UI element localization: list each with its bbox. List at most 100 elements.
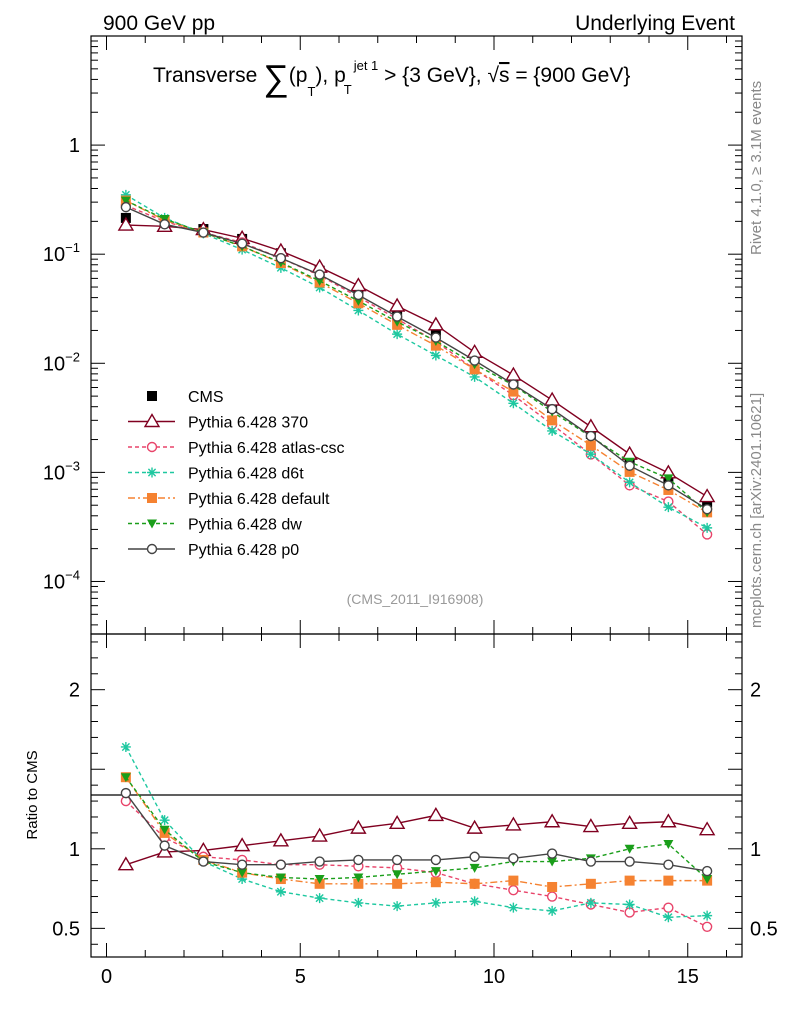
point-pythia-6-428-p0 <box>391 311 403 322</box>
legend-label-pythia-6-428-atlas-csc: Pythia 6.428 atlas-csc <box>188 440 345 457</box>
ratio-y-label: Ratio to CMS <box>24 750 41 839</box>
ratio-point-pythia-6-428-dw <box>469 863 480 873</box>
legend-marker-cms <box>147 391 157 401</box>
ratio-point-pythia-6-428-d6t <box>159 815 170 826</box>
legend-label-pythia-6-428-default: Pythia 6.428 default <box>188 491 330 508</box>
point-pythia-6-428-p0 <box>236 238 248 249</box>
ratio-point-pythia-6-428-atlas-csc <box>701 921 713 932</box>
legend-marker-pythia-6-428-370 <box>143 413 161 428</box>
ratio-point-pythia-6-428-d6t <box>275 886 286 897</box>
ratio-point-pythia-6-428-atlas-csc <box>508 884 519 896</box>
ratio-point-pythia-6-428-p0 <box>469 851 480 862</box>
series-line-pythia-6-428-dw <box>125 199 708 513</box>
ratio-point-pythia-6-428-p0 <box>314 856 325 867</box>
point-pythia-6-428-d6t <box>547 425 558 436</box>
ratio-point-pythia-6-428-dw <box>392 870 403 880</box>
point-pythia-6-428-d6t <box>353 305 364 316</box>
ratio-y-tick-label: 1 <box>69 839 80 861</box>
main-axis-ticks: 1 10−1 10−2 10−3 10−4 <box>43 35 742 626</box>
ratio-point-pythia-6-428-d6t <box>314 893 325 904</box>
main-y-tick-label: 10−1 <box>43 240 80 266</box>
ratio-y-tick-label: 2 <box>69 680 80 702</box>
ratio-point-pythia-6-428-dw <box>663 840 674 850</box>
ratio-point-pythia-6-428-p0 <box>585 856 597 867</box>
ratio-point-pythia-6-428-default <box>547 881 558 892</box>
point-pythia-6-428-370 <box>427 316 445 331</box>
point-pythia-6-428-d6t <box>624 477 635 488</box>
ratio-point-pythia-6-428-dw <box>159 825 170 835</box>
main-y-tick-label: 10−2 <box>43 349 80 375</box>
ratio-point-pythia-6-428-370 <box>621 814 638 830</box>
point-pythia-6-428-370 <box>582 418 600 433</box>
ratio-point-pythia-6-428-370 <box>505 816 522 831</box>
point-pythia-6-428-default <box>624 466 635 477</box>
ratio-point-pythia-6-428-p0 <box>353 854 364 866</box>
point-pythia-6-428-370 <box>350 277 367 292</box>
ratio-point-pythia-6-428-p0 <box>430 854 442 866</box>
point-pythia-6-428-d6t <box>508 398 519 409</box>
series-line-pythia-6-428-d6t <box>125 194 708 529</box>
ratio-point-pythia-6-428-default <box>508 875 519 886</box>
point-pythia-6-428-d6t <box>702 522 713 533</box>
main-y-tick-label: 10−4 <box>43 567 80 593</box>
point-pythia-6-428-d6t <box>430 350 441 361</box>
ratio-point-pythia-6-428-default <box>585 878 596 889</box>
ratio-point-pythia-6-428-p0 <box>120 787 132 799</box>
x-tick-label: 10 <box>483 966 505 988</box>
ratio-point-pythia-6-428-dw <box>624 844 635 854</box>
ratio-y-tick-label-right: 2 <box>750 680 761 702</box>
point-pythia-6-428-p0 <box>314 269 325 280</box>
point-pythia-6-428-p0 <box>353 289 364 301</box>
point-pythia-6-428-default <box>508 386 519 397</box>
ratio-point-pythia-6-428-d6t <box>663 912 674 923</box>
ratio-point-pythia-6-428-dw <box>702 875 713 885</box>
ratio-point-pythia-6-428-p0 <box>391 854 403 866</box>
header-right: Underlying Event <box>575 12 735 35</box>
rivet-label: Rivet 4.1.0, ≥ 3.1M events <box>748 81 765 255</box>
point-pythia-6-428-dw <box>663 474 674 484</box>
ratio-point-pythia-6-428-p0 <box>624 856 635 867</box>
ratio-point-pythia-6-428-d6t <box>624 899 635 910</box>
ratio-point-pythia-6-428-370 <box>350 819 367 834</box>
point-pythia-6-428-p0 <box>624 460 635 471</box>
ratio-point-pythia-6-428-370 <box>660 813 677 828</box>
x-tick-label: 5 <box>295 966 306 988</box>
series-line-pythia-6-428-atlas-csc <box>125 204 708 535</box>
ratio-point-pythia-6-428-dw <box>353 873 364 883</box>
legend-label-pythia-6-428-dw: Pythia 6.428 dw <box>188 517 302 534</box>
ratio-y-tick-label-right: 0.5 <box>750 918 778 940</box>
point-pythia-6-428-p0 <box>585 430 597 442</box>
legend-marker-pythia-6-428-default <box>147 493 157 503</box>
series-line-pythia-6-428-370 <box>125 224 708 498</box>
analysis-id: (CMS_2011_I916908) <box>347 591 484 607</box>
ratio-point-pythia-6-428-370 <box>698 821 716 836</box>
ratio-line-pythia-6-428-d6t <box>125 746 708 918</box>
ratio-point-pythia-6-428-370 <box>388 814 406 830</box>
ratio-point-pythia-6-428-p0 <box>701 865 713 877</box>
point-pythia-6-428-d6t <box>585 449 596 460</box>
header-left: 900 GeV pp <box>103 12 215 35</box>
ratio-point-pythia-6-428-d6t <box>585 897 596 908</box>
ratio-point-pythia-6-428-d6t <box>547 905 558 916</box>
ratio-point-pythia-6-428-370 <box>233 837 251 852</box>
ratio-point-pythia-6-428-p0 <box>663 859 674 870</box>
legend-marker-pythia-6-428-dw <box>147 519 157 529</box>
x-axis-ticks: 0 5 10 15 <box>101 36 727 988</box>
ratio-point-pythia-6-428-d6t <box>430 897 441 908</box>
mcplots-label: mcplots.cern.ch [arXiv:2401.10621] <box>748 393 765 628</box>
legend-label-cms: CMS <box>188 389 224 406</box>
main-y-tick-label: 10−3 <box>43 458 80 484</box>
x-tick-label: 0 <box>101 966 112 988</box>
ratio-line-pythia-6-428-dw <box>125 776 708 880</box>
point-pythia-6-428-p0 <box>159 219 170 230</box>
ratio-point-pythia-6-428-p0 <box>159 840 170 851</box>
ratio-point-pythia-6-428-p0 <box>275 859 287 870</box>
point-pythia-6-428-p0 <box>198 227 209 238</box>
ratio-point-pythia-6-428-dw <box>314 875 325 885</box>
ratio-point-pythia-6-428-d6t <box>237 874 248 885</box>
ratio-point-pythia-6-428-d6t <box>353 897 364 908</box>
legend-marker-pythia-6-428-d6t <box>147 467 157 478</box>
plot-title: Transverse ∑(pT), p Tjet 1 > {3 GeV}, √s … <box>153 57 630 99</box>
ratio-point-pythia-6-428-dw <box>120 773 131 783</box>
ratio-point-pythia-6-428-atlas-csc <box>663 902 674 913</box>
